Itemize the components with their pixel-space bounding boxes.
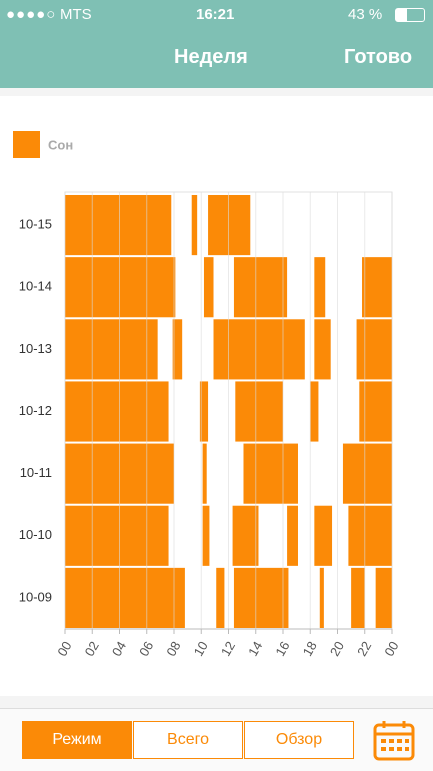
sleep-bar bbox=[348, 505, 392, 566]
done-button[interactable]: Готово bbox=[344, 46, 413, 68]
signal: ●●●●○ bbox=[6, 6, 57, 23]
sleep-bar bbox=[319, 567, 324, 628]
carrier: MTS bbox=[60, 6, 92, 23]
sleep-bar bbox=[65, 505, 169, 566]
y-tick-label: 10-15 bbox=[19, 217, 52, 232]
x-tick-label: 04 bbox=[109, 639, 129, 659]
clock: 16:21 bbox=[196, 6, 235, 23]
sleep-bar bbox=[65, 319, 158, 380]
sleep-bar bbox=[172, 319, 183, 380]
status-bar: ●●●●○ MTS 16:21 43 % bbox=[0, 0, 433, 30]
sleep-bar bbox=[65, 381, 169, 442]
sleep-bar bbox=[314, 505, 333, 566]
legend-label: Сон bbox=[48, 137, 73, 152]
sleep-bar bbox=[243, 443, 298, 504]
legend-swatch bbox=[13, 131, 40, 158]
sleep-bar bbox=[233, 567, 289, 628]
sleep-bar bbox=[356, 319, 392, 380]
sleep-bar bbox=[202, 443, 207, 504]
sleep-bar bbox=[233, 257, 288, 318]
x-tick-label: 12 bbox=[218, 639, 238, 659]
sleep-bar bbox=[375, 567, 392, 628]
sleep-bar bbox=[362, 257, 392, 318]
x-tick-label: 02 bbox=[82, 639, 102, 659]
sleep-bar bbox=[342, 443, 392, 504]
sleep-bar bbox=[287, 505, 298, 566]
sleep-bar bbox=[314, 257, 326, 318]
sleep-bar bbox=[235, 381, 283, 442]
tab[interactable]: Режим bbox=[22, 721, 132, 759]
tab-bar: Режим Всего Обзор bbox=[0, 708, 433, 771]
battery-icon bbox=[395, 8, 425, 22]
sleep-bar bbox=[232, 505, 259, 566]
y-tick-label: 10-11 bbox=[20, 465, 52, 480]
sleep-bar bbox=[202, 505, 210, 566]
sleep-bar bbox=[310, 381, 319, 442]
x-tick-label: 18 bbox=[300, 639, 320, 659]
y-tick-label: 10-09 bbox=[19, 589, 52, 604]
tab[interactable]: Всего bbox=[133, 721, 243, 759]
sleep-bar bbox=[351, 567, 365, 628]
y-tick-label: 10-10 bbox=[19, 527, 52, 542]
x-tick-label: 14 bbox=[245, 639, 265, 659]
sleep-bar bbox=[199, 381, 209, 442]
x-tick-label: 22 bbox=[354, 639, 374, 659]
y-tick-label: 10-13 bbox=[19, 341, 52, 356]
sleep-bar bbox=[314, 319, 331, 380]
tab[interactable]: Обзор bbox=[244, 721, 354, 759]
sleep-bar bbox=[191, 195, 198, 256]
y-tick-label: 10-12 bbox=[19, 403, 52, 418]
nav-bar: Неделя Готово bbox=[0, 30, 433, 88]
sleep-bar bbox=[216, 567, 225, 628]
chart: Сон 10-15 10-14 10-13 10-12 10-11 10-10 10-09 00… bbox=[13, 131, 402, 659]
x-tick-label: 06 bbox=[136, 639, 156, 659]
x-tick-label: 16 bbox=[272, 639, 292, 659]
sleep-bar bbox=[203, 257, 214, 318]
nav-title: Неделя bbox=[174, 46, 248, 68]
sleep-bar bbox=[359, 381, 392, 442]
x-tick-label: 10 bbox=[191, 639, 211, 659]
y-tick-label: 10-14 bbox=[19, 279, 52, 294]
sleep-bar bbox=[213, 319, 305, 380]
sleep-bar bbox=[65, 195, 172, 256]
calendar-button[interactable] bbox=[372, 719, 416, 763]
x-tick-label: 00 bbox=[381, 639, 401, 659]
sleep-bar bbox=[65, 257, 176, 318]
x-tick-label: 08 bbox=[163, 639, 183, 659]
x-tick-label: 00 bbox=[54, 639, 74, 659]
sleep-bar bbox=[208, 195, 251, 256]
battery-text: 43 % bbox=[348, 6, 383, 23]
sleep-bar bbox=[65, 567, 185, 628]
x-tick-label: 20 bbox=[327, 639, 347, 659]
